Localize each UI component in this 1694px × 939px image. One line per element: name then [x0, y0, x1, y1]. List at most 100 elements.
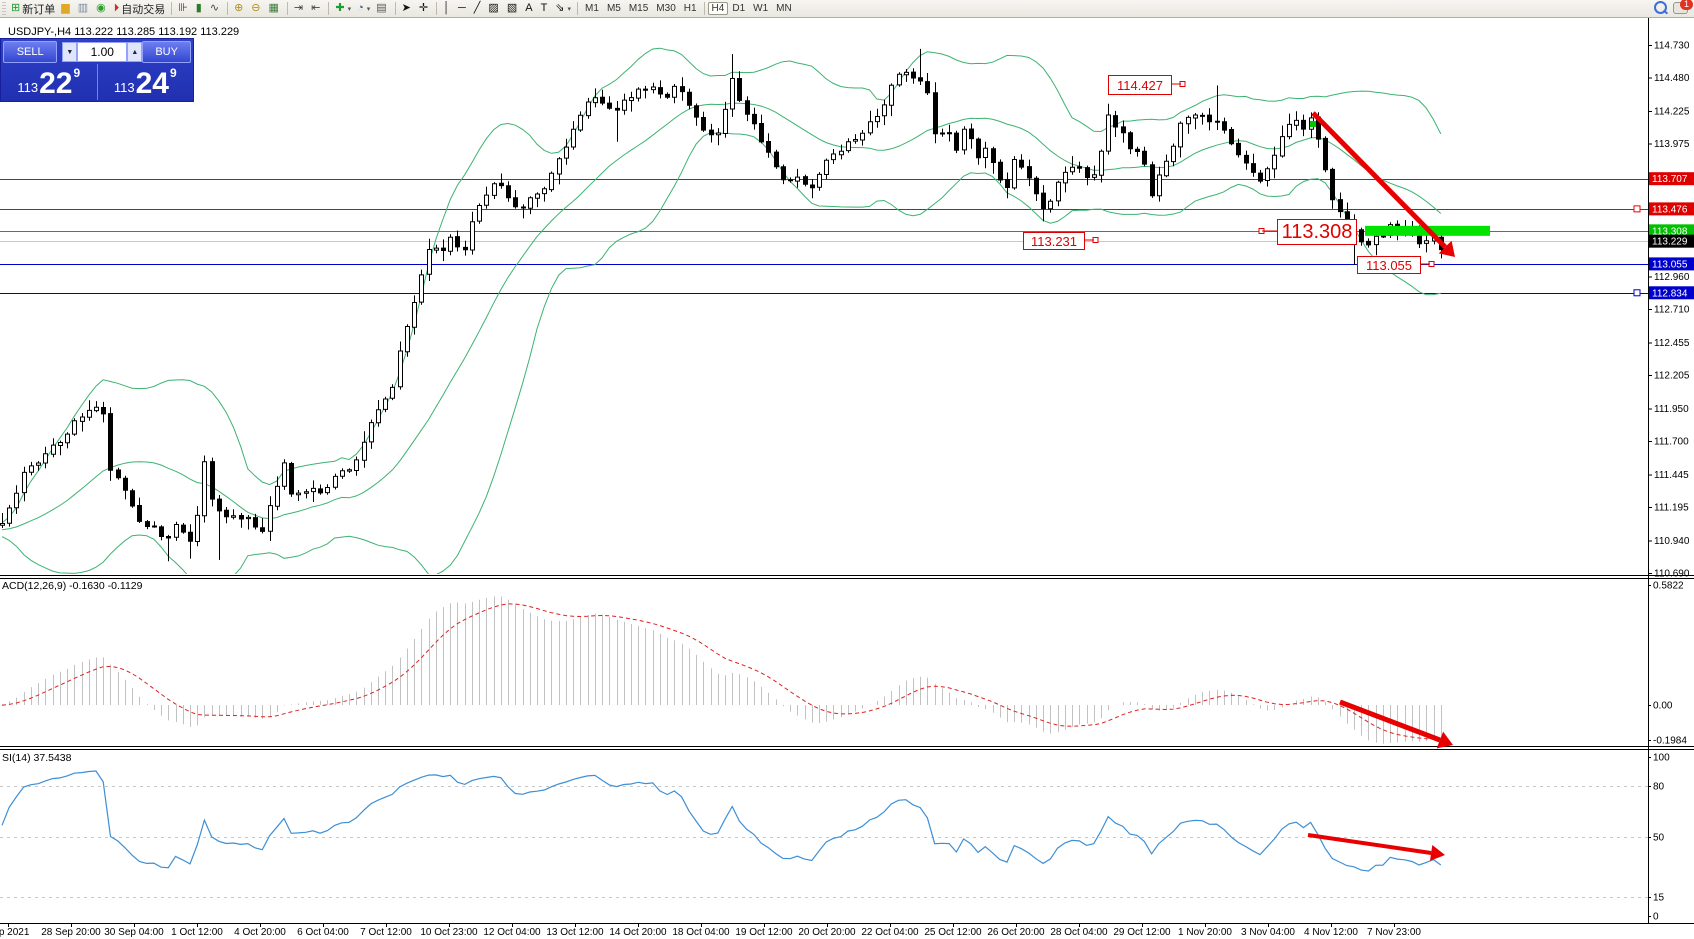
toolbar-period-button[interactable]: ◔ ▾ — [354, 1, 373, 16]
timeframe-w1[interactable]: W1 — [753, 3, 769, 14]
price-tick: 114.480 — [1654, 73, 1690, 84]
toolbar-separator — [436, 2, 438, 15]
price-tick: 112.455 — [1654, 338, 1690, 349]
trendline-icon: ╱ — [473, 2, 481, 14]
toolbar-terminal-icon[interactable]: ▥ — [75, 1, 93, 16]
ask-sup: 9 — [169, 66, 177, 80]
fibo-icon: ▨ — [488, 2, 499, 14]
toolbar-chart-shift-icon[interactable]: ⇤ — [308, 1, 325, 16]
toolbar-zoom-out-icon[interactable]: ⊖ — [248, 1, 265, 16]
timeframe-d1[interactable]: D1 — [732, 3, 746, 14]
macd-axis-label: 0.5822 — [1653, 581, 1684, 592]
timeframe-h1[interactable]: H1 — [683, 3, 697, 14]
price-tick: 114.225 — [1654, 106, 1690, 117]
ask-price[interactable]: 113 24 9 — [98, 64, 194, 100]
toolbar-label-tool[interactable]: T — [538, 1, 553, 16]
time-tick: 1 Oct 12:00 — [171, 927, 223, 938]
search-icon[interactable] — [1654, 1, 1667, 14]
toolbar-separator — [394, 2, 396, 15]
price-badge-text: 112.834 — [1652, 288, 1688, 299]
buy-button[interactable]: BUY — [142, 41, 191, 63]
price-label-113231[interactable]: 113.231 — [1023, 232, 1085, 250]
price-tick: 114.730 — [1654, 41, 1690, 52]
toolbar-signal-icon[interactable]: ◉ — [93, 1, 111, 16]
timeframe-h4[interactable]: H4 — [707, 2, 729, 15]
add-indicator-icon: ✚ — [335, 2, 345, 14]
price-badge-text: 113.308 — [1652, 226, 1688, 237]
toolbar-tile-windows-icon[interactable]: ▦ — [266, 1, 284, 16]
toolbar-separator — [286, 2, 288, 15]
toolbar-autotrading-button[interactable]: ⏵ 自动交易 — [111, 1, 169, 16]
dropdown-caret-icon: ▾ — [567, 5, 572, 13]
timeframe-m5[interactable]: M5 — [606, 3, 621, 14]
time-tick: 14 Oct 20:00 — [609, 927, 667, 938]
macd-axis-label: -0.1984 — [1653, 736, 1687, 747]
time-tick: 12 Oct 04:00 — [483, 927, 541, 938]
toolbar-separator — [171, 2, 173, 15]
chart-shift-icon-icon: ⇤ — [311, 2, 321, 14]
tile-windows-icon-icon: ▦ — [268, 2, 279, 14]
toolbar-zoom-in-icon[interactable]: ⊕ — [231, 1, 248, 16]
toolbar-trendline-tool[interactable]: ╱ — [471, 1, 486, 16]
line-handle[interactable] — [1633, 289, 1641, 297]
toolbar-crosshair-tool[interactable]: ✛ — [416, 1, 433, 16]
toolbar-add-indicator-button[interactable]: ✚ ▾ — [332, 1, 354, 16]
price-label-113308[interactable]: 113.308 — [1277, 219, 1357, 245]
toolbar-cursor-tool[interactable]: ➤ — [399, 1, 416, 16]
toolbar-hline-tool[interactable]: ─ — [455, 1, 471, 16]
price-tick: 111.950 — [1654, 404, 1689, 415]
timeframe-m15[interactable]: M15 — [628, 3, 649, 14]
toolbar-line-chart-icon[interactable]: ∿ — [207, 1, 224, 16]
line-handle[interactable] — [1633, 205, 1641, 213]
line-chart-icon-icon: ∿ — [209, 2, 220, 14]
volume-input[interactable] — [77, 42, 128, 62]
price-badge — [1649, 224, 1694, 238]
time-tick: 28 Sep 20:00 — [41, 927, 101, 938]
toolbar-candle-chart-icon[interactable]: ▮ — [193, 1, 207, 16]
timeframe-m30[interactable]: M30 — [656, 3, 676, 14]
toolbar-arrows-tool[interactable]: ⇘ ▾ — [552, 1, 574, 16]
bollinger-bands — [1, 47, 1442, 574]
price-label-113055[interactable]: 113.055 — [1357, 256, 1421, 274]
timeframe-m1[interactable]: M1 — [585, 3, 599, 14]
toolbar-text-tool[interactable]: A — [522, 1, 537, 16]
time-tick: 29 Oct 12:00 — [1113, 927, 1171, 938]
price-tick: 111.195 — [1654, 502, 1689, 513]
time-tick: Sep 2021 — [0, 927, 30, 938]
toolbar-template-button[interactable]: ▤ — [373, 1, 391, 16]
time-tick: 20 Oct 20:00 — [798, 927, 856, 938]
toolbar-auto-scroll-icon[interactable]: ⇥ — [291, 1, 308, 16]
rsi-axis-label: 80 — [1653, 782, 1665, 793]
time-tick: 7 Oct 12:00 — [360, 927, 412, 938]
volume-up-button[interactable]: ▲ — [127, 42, 143, 62]
macd-pane — [1, 596, 1442, 744]
chat-icon[interactable]: 1 — [1673, 0, 1693, 14]
toolbar-new-order-button[interactable]: ⊞ 新订单 — [8, 1, 58, 16]
rsi-header: SI(14) 37.5438 — [2, 752, 72, 764]
candles-layer — [0, 48, 1444, 562]
time-tick: 7 Nov 23:00 — [1367, 927, 1421, 938]
time-tick: 13 Oct 12:00 — [546, 927, 604, 938]
price-badge-text: 113.476 — [1652, 204, 1688, 215]
signal-icon-icon: ◉ — [96, 2, 106, 14]
sell-button[interactable]: SELL — [3, 41, 58, 63]
toolbar-fibo-tool[interactable]: ▨ — [485, 1, 503, 16]
bar-chart-icon-icon: ⊪ — [178, 2, 188, 14]
toolbar-vline-tool[interactable]: │ — [440, 1, 455, 16]
price-tick: 112.960 — [1654, 272, 1690, 283]
time-tick: 10 Oct 23:00 — [420, 927, 478, 938]
bid-big: 22 — [39, 67, 73, 100]
toolbar-fibo-fan-tool[interactable]: ▧ — [504, 1, 522, 16]
toolbar-grip[interactable] — [2, 2, 6, 15]
toolbar-separator — [227, 2, 229, 15]
price-label-114427[interactable]: 114.427 — [1108, 75, 1172, 95]
bid-price[interactable]: 113 22 9 — [1, 64, 98, 100]
toolbar-bar-chart-icon[interactable]: ⊪ — [175, 1, 193, 16]
price-badge — [1649, 202, 1694, 216]
timeframe-mn[interactable]: MN — [776, 3, 792, 14]
volume-down-button[interactable]: ▼ — [62, 42, 78, 62]
toolbar-gold-icon[interactable]: ▆ — [58, 1, 74, 16]
label-icon: T — [540, 2, 548, 14]
